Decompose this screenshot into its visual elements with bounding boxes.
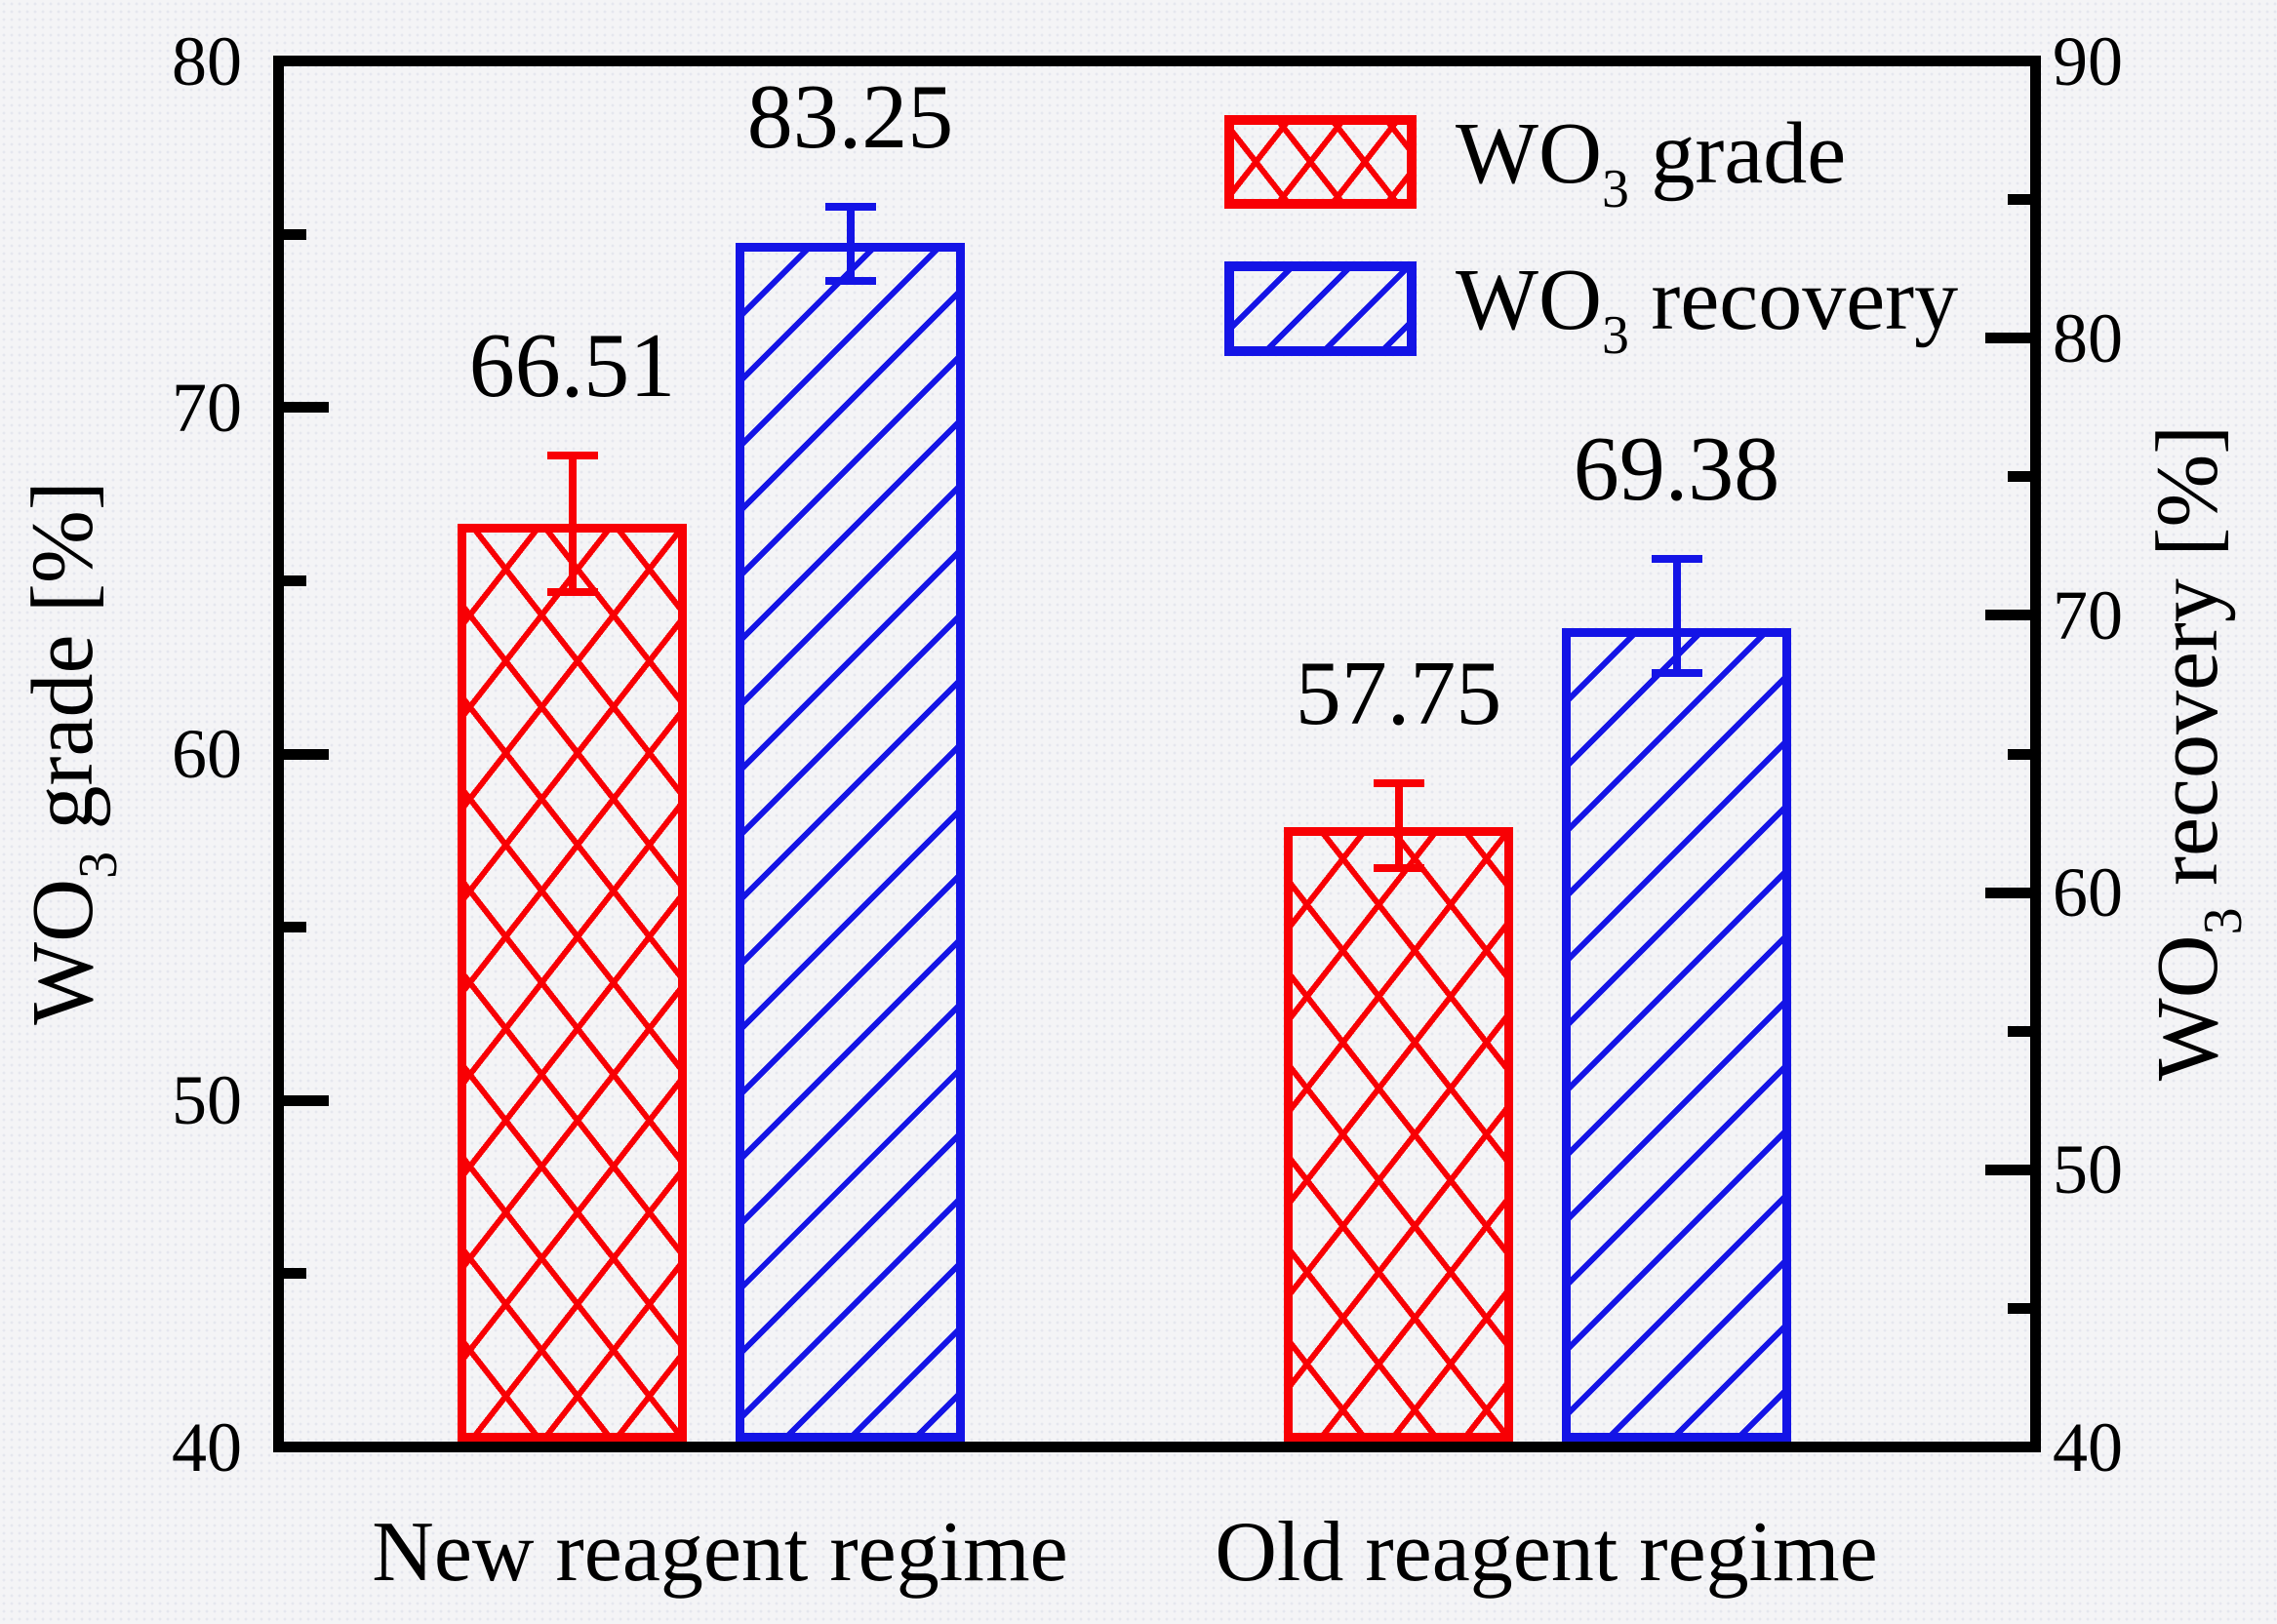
legend-recovery-rest: recovery bbox=[1628, 252, 1959, 349]
right-axis-tick-label-80: 80 bbox=[2053, 298, 2123, 377]
bar-wo3-recovery-1 bbox=[1562, 627, 1791, 1442]
right-axis-major-tick-60 bbox=[1985, 887, 2030, 898]
right-axis-minor-tick-75 bbox=[2008, 471, 2030, 483]
left-axis-tick-label-80: 80 bbox=[172, 21, 242, 100]
right-axis-tick-label-90: 90 bbox=[2053, 21, 2123, 100]
right-axis-major-tick-90 bbox=[1985, 56, 2030, 66]
value-label-grade-1: 57.75 bbox=[1295, 643, 1502, 745]
left-axis-title-rest: grade [%] bbox=[15, 481, 112, 852]
errorbar-cap-top-recovery-0 bbox=[824, 202, 876, 211]
right-axis-title-main: WO bbox=[2139, 934, 2237, 1082]
errorbar-cap-bottom-grade-1 bbox=[1373, 864, 1424, 873]
left-axis-major-tick-80 bbox=[284, 56, 329, 66]
right-axis-tick-label-70: 70 bbox=[2053, 575, 2123, 654]
right-axis-tick-label-40: 40 bbox=[2053, 1407, 2123, 1486]
right-axis-title: WO3 recovery [%] bbox=[2139, 425, 2255, 1082]
legend-recovery-main: WO bbox=[1456, 252, 1602, 349]
value-label-grade-0: 66.51 bbox=[468, 315, 676, 417]
right-axis-title-rest: recovery [%] bbox=[2139, 424, 2237, 908]
right-axis-minor-tick-65 bbox=[2008, 748, 2030, 760]
errorbar-cap-top-grade-0 bbox=[546, 452, 598, 460]
left-axis-minor-tick-65 bbox=[284, 574, 306, 586]
value-label-recovery-0: 83.25 bbox=[746, 65, 954, 168]
errorbar-cap-bottom-recovery-1 bbox=[1651, 668, 1702, 677]
right-axis-minor-tick-45 bbox=[2008, 1302, 2030, 1314]
left-axis-tick-label-50: 50 bbox=[172, 1061, 242, 1140]
left-axis-tick-label-40: 40 bbox=[172, 1407, 242, 1486]
category-label-1: Old reagent regime bbox=[1215, 1505, 1878, 1600]
right-axis-major-tick-40 bbox=[1985, 1442, 2030, 1452]
legend-grade-subscript: 3 bbox=[1601, 159, 1629, 220]
left-axis-major-tick-70 bbox=[284, 402, 329, 414]
legend-label-recovery: WO3 recovery bbox=[1456, 257, 1958, 364]
left-axis-tick-label-70: 70 bbox=[172, 368, 242, 447]
right-axis-minor-tick-85 bbox=[2008, 194, 2030, 206]
errorbar-stem-grade-1 bbox=[1394, 783, 1403, 869]
right-axis-major-tick-80 bbox=[1985, 333, 2030, 344]
legend-recovery-subscript: 3 bbox=[1601, 305, 1629, 367]
legend-label-grade: WO3 grade bbox=[1456, 110, 1846, 218]
right-axis-tick-label-60: 60 bbox=[2053, 853, 2123, 932]
errorbar-stem-recovery-1 bbox=[1672, 559, 1681, 673]
errorbar-stem-grade-0 bbox=[568, 456, 577, 593]
errorbar-cap-bottom-recovery-0 bbox=[824, 277, 876, 286]
bar-wo3-recovery-0 bbox=[736, 243, 965, 1442]
category-label-0: New reagent regime bbox=[372, 1505, 1068, 1600]
bar-wo3-grade-1 bbox=[1284, 826, 1513, 1442]
left-axis-major-tick-60 bbox=[284, 748, 329, 760]
right-axis-tick-label-50: 50 bbox=[2053, 1130, 2123, 1209]
left-axis-title-main: WO bbox=[15, 878, 112, 1025]
right-axis-major-tick-70 bbox=[1985, 610, 2030, 621]
legend-grade-rest: grade bbox=[1628, 105, 1847, 203]
right-axis-title-subscript: 3 bbox=[2193, 907, 2255, 935]
legend-swatch-recovery-diagonal bbox=[1224, 261, 1417, 356]
left-axis-minor-tick-75 bbox=[284, 228, 306, 240]
bar-wo3-grade-0 bbox=[458, 523, 687, 1442]
left-axis-minor-tick-45 bbox=[284, 1268, 306, 1280]
errorbar-stem-recovery-0 bbox=[846, 206, 855, 282]
right-axis-major-tick-50 bbox=[1985, 1164, 2030, 1175]
left-axis-major-tick-50 bbox=[284, 1094, 329, 1106]
legend-grade-main: WO bbox=[1456, 105, 1602, 203]
left-axis-tick-label-60: 60 bbox=[172, 715, 242, 793]
errorbar-cap-top-grade-1 bbox=[1373, 779, 1424, 788]
right-axis-minor-tick-55 bbox=[2008, 1025, 2030, 1037]
legend-swatch-grade-crosshatch bbox=[1224, 115, 1417, 209]
left-axis-minor-tick-55 bbox=[284, 922, 306, 933]
errorbar-cap-bottom-grade-0 bbox=[546, 588, 598, 597]
errorbar-cap-top-recovery-1 bbox=[1651, 555, 1702, 564]
left-axis-major-tick-40 bbox=[284, 1442, 329, 1452]
value-label-recovery-1: 69.38 bbox=[1573, 418, 1780, 521]
left-axis-title-subscript: 3 bbox=[68, 851, 130, 879]
